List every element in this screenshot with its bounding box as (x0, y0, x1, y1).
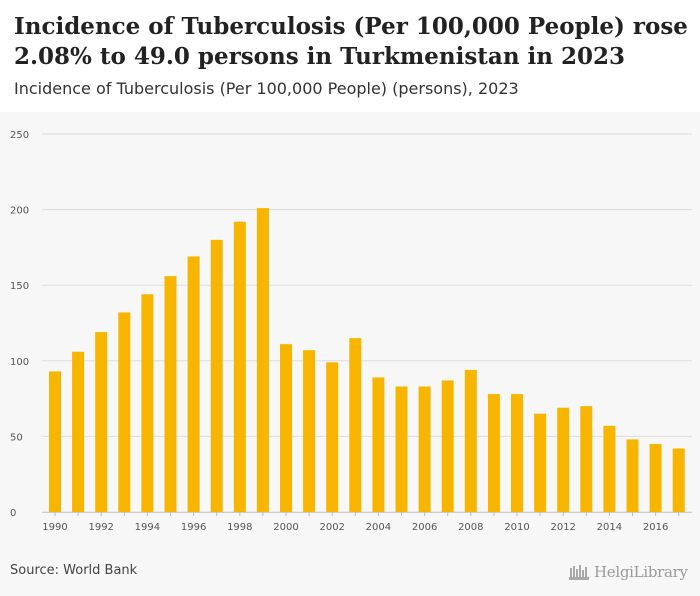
y-axis-ticks: 0 50 100 150 200 250 (10, 130, 29, 519)
bar-2004[interactable] (372, 377, 385, 512)
x-tick-label: 2008 (458, 522, 483, 533)
bar-2001[interactable] (303, 350, 316, 512)
bar-2010[interactable] (511, 394, 523, 512)
bar-2009[interactable] (487, 394, 500, 512)
bar-1994[interactable] (141, 294, 154, 512)
logo-text: HelgiLibrary (594, 563, 688, 581)
bar-2005[interactable] (395, 386, 408, 512)
x-tick-label: 2016 (643, 522, 668, 533)
y-tick-label: 0 (10, 508, 16, 519)
y-tick-label: 200 (10, 206, 29, 217)
gridlines (42, 133, 692, 513)
bar-2003[interactable] (349, 338, 362, 512)
x-tick-label: 1990 (42, 522, 67, 533)
bar-2015[interactable] (626, 439, 639, 512)
bar-1993[interactable] (118, 312, 131, 512)
x-tick-label: 2000 (273, 522, 298, 533)
bar-1992[interactable] (95, 332, 108, 512)
bar-2014[interactable] (603, 425, 616, 512)
x-tick-label: 2006 (412, 522, 437, 533)
bar-1991[interactable] (72, 351, 85, 512)
bar-1997[interactable] (210, 239, 223, 512)
y-tick-label: 250 (10, 130, 29, 141)
bar-2007[interactable] (441, 380, 454, 512)
x-tick-label: 1996 (181, 522, 206, 533)
bar-2012[interactable] (557, 407, 570, 512)
helgi-library-logo[interactable]: HelgiLibrary (568, 561, 694, 583)
bar-1996[interactable] (187, 256, 200, 512)
bar-2016[interactable] (649, 443, 662, 512)
header: Incidence of Tuberculosis (Per 100,000 P… (0, 0, 700, 112)
chart-subtitle: Incidence of Tuberculosis (Per 100,000 P… (14, 79, 519, 98)
y-tick-label: 50 (10, 432, 23, 443)
bar-2002[interactable] (326, 362, 339, 512)
bar-1995[interactable] (164, 276, 177, 512)
bar-1990[interactable] (49, 371, 61, 512)
x-tick-label: 1998 (227, 522, 252, 533)
x-tick-label: 1992 (88, 522, 113, 533)
x-tick-label: 2002 (319, 522, 344, 533)
x-tick-label: 1994 (135, 522, 160, 533)
bar-2011[interactable] (534, 413, 547, 512)
y-tick-label: 150 (10, 281, 29, 292)
x-tick-label: 2014 (597, 522, 622, 533)
bar-1999[interactable] (256, 208, 269, 512)
x-tick-label: 2010 (504, 522, 529, 533)
x-tick-label: 2004 (366, 522, 391, 533)
chart-title: Incidence of Tuberculosis (Per 100,000 P… (14, 13, 688, 70)
x-tick-label: 2012 (550, 522, 575, 533)
bar-2017[interactable] (672, 448, 685, 512)
y-tick-label: 100 (10, 357, 29, 368)
bar-2013[interactable] (580, 406, 593, 512)
source-note: Source: World Bank (10, 563, 138, 578)
bar-2008[interactable] (464, 369, 477, 512)
library-icon (569, 565, 589, 580)
bar-1998[interactable] (233, 221, 246, 513)
bars (49, 208, 685, 513)
bar-2006[interactable] (418, 386, 431, 512)
x-axis: 1990 1992 1994 1996 1998 2000 2002 2004 2006 2008… (42, 512, 692, 533)
bar-2000[interactable] (280, 344, 292, 512)
